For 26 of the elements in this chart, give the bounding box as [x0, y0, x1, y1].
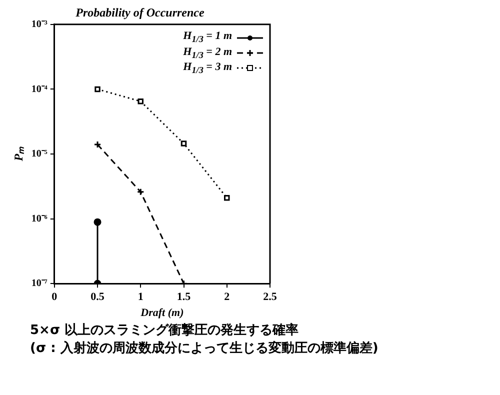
x-tick-label: 2.5 [263, 291, 278, 304]
x-tick-label: 2 [224, 291, 230, 304]
point [180, 140, 187, 146]
legend-label: H$_{1/3}$ = 1 m [183, 30, 232, 46]
point [136, 188, 144, 196]
text: (σ : 入射波の周波数成分によって生じる変動圧の標準偏差) [30, 340, 378, 358]
x-tick-label: 0.5 [90, 291, 105, 304]
point [94, 218, 102, 226]
x-axis-title: Draft (m) [140, 307, 184, 320]
legend-label: H$_{1/3}$ = 2 m [183, 46, 232, 61]
point [94, 140, 102, 148]
y-tick-label: 10⁻⁴ [31, 84, 48, 95]
text: 5×σ 以上のスラミング衝撃圧の発生する確率 [30, 322, 300, 340]
y-tick-label: 10⁻⁶ [31, 213, 48, 224]
legend-label: H$_{1/3}$ = 3 m [183, 60, 232, 76]
y-axis-title: Pₘ [11, 146, 26, 162]
point [138, 98, 144, 104]
x-tick-label: 1.5 [176, 291, 192, 304]
x-tick-label: 0 [52, 291, 58, 304]
x-tick-label: 1 [138, 291, 144, 304]
chart-title: Probability of Occurrence [76, 5, 205, 20]
point [94, 86, 100, 92]
y-tick-label: 10⁻⁷ [31, 278, 48, 290]
point [224, 195, 230, 201]
y-tick-label: 10⁻⁵ [31, 148, 48, 160]
y-tick-label: 10⁻³ [31, 18, 48, 30]
